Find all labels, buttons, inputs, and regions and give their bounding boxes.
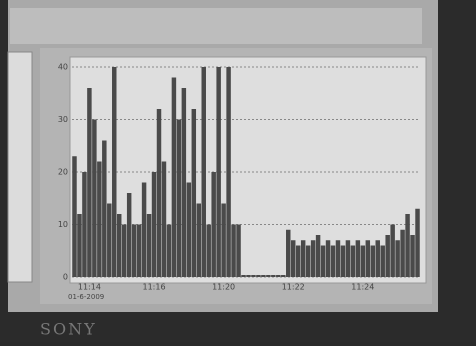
bar <box>390 225 394 278</box>
bar <box>321 246 325 278</box>
bar <box>246 275 250 277</box>
bar <box>72 156 76 277</box>
bar <box>251 275 255 277</box>
y-tick-label: 20 <box>58 168 68 177</box>
bar <box>102 141 106 278</box>
bar <box>221 204 225 278</box>
bar <box>336 240 340 277</box>
bar <box>395 240 399 277</box>
bar <box>371 246 375 278</box>
bar <box>316 235 320 277</box>
bar <box>351 246 355 278</box>
bar <box>182 88 186 277</box>
bar <box>306 246 310 278</box>
y-tick-label: 10 <box>58 220 68 229</box>
x-sublabel: 01-6-2009 <box>68 293 104 301</box>
screen-photo: SONY 01-6-2009 0 10 20 30 40 11:14 11:16 11:20 1… <box>0 0 476 342</box>
bar <box>400 230 404 277</box>
bar <box>157 109 161 277</box>
bar <box>256 275 260 277</box>
bar <box>296 246 300 278</box>
bar <box>346 240 350 277</box>
y-tick-label: 0 <box>63 273 68 282</box>
bar <box>97 162 101 278</box>
bar <box>271 275 275 277</box>
bar <box>202 67 206 277</box>
bar <box>241 275 245 277</box>
bar <box>87 88 91 277</box>
bar <box>301 240 305 277</box>
bar <box>356 240 360 277</box>
page: {"brand": "SONY", "chart_data": {"type":… <box>0 0 476 342</box>
bar <box>197 204 201 278</box>
bar <box>341 246 345 278</box>
bar <box>132 225 136 278</box>
bar <box>261 275 265 277</box>
bar <box>192 109 196 277</box>
side-panel <box>8 52 32 282</box>
bar <box>331 246 335 278</box>
x-tick-label: 11:16 <box>142 283 165 292</box>
bar <box>107 204 111 278</box>
y-tick-label: 40 <box>58 63 68 72</box>
y-tick-label: 30 <box>58 115 68 124</box>
bar <box>206 225 210 278</box>
bar <box>162 162 166 278</box>
bar <box>326 240 330 277</box>
bar <box>380 246 384 278</box>
bar <box>142 183 146 278</box>
bar <box>415 209 419 277</box>
x-tick-label: 11:14 <box>78 283 101 292</box>
bar <box>177 120 181 278</box>
bar <box>276 275 280 277</box>
bar <box>152 172 156 277</box>
bar <box>236 225 240 278</box>
bar <box>376 240 380 277</box>
bar <box>266 275 270 277</box>
x-tick-label: 11:24 <box>351 283 374 292</box>
bar <box>77 214 81 277</box>
bar <box>127 193 131 277</box>
bar <box>291 240 295 277</box>
x-tick-label: 11:22 <box>282 283 305 292</box>
bar <box>226 67 230 277</box>
bar <box>172 78 176 278</box>
x-tick-label: 11:20 <box>212 283 235 292</box>
bar <box>361 246 365 278</box>
toolbar <box>10 8 422 44</box>
bar <box>281 275 285 277</box>
bar <box>167 225 171 278</box>
bar <box>385 235 389 277</box>
bar <box>122 225 126 278</box>
bar <box>92 120 96 278</box>
brand-logo: SONY <box>40 320 97 339</box>
bar <box>311 240 315 277</box>
bar <box>410 235 414 277</box>
bar <box>112 67 116 277</box>
bar <box>286 230 290 277</box>
bar <box>117 214 121 277</box>
bar <box>187 183 191 278</box>
bar <box>137 225 141 278</box>
bar <box>231 225 235 278</box>
bar <box>147 214 151 277</box>
bar <box>366 240 370 277</box>
bar <box>405 214 409 277</box>
bar <box>82 172 86 277</box>
bar <box>216 67 220 277</box>
bar <box>211 172 215 277</box>
